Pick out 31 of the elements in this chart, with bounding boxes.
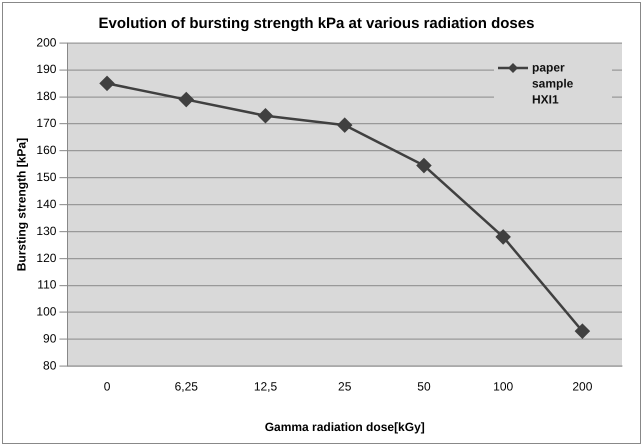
x-axis-title: Gamma radiation dose[kGy] — [264, 420, 425, 434]
legend-label: paper sample HXI1 — [532, 60, 574, 106]
y-tick-label: 180 — [36, 89, 57, 104]
point — [496, 230, 510, 244]
y-tick-label: 110 — [37, 278, 57, 292]
point — [416, 158, 432, 173]
point — [179, 92, 194, 107]
y-tick-label: 140 — [36, 196, 57, 211]
x-tick-label: 6,25 — [174, 380, 198, 394]
y-tick-label: 80 — [43, 358, 57, 373]
x-tick-label: 100 — [493, 380, 514, 394]
x-tick-label: 12,5 — [254, 380, 278, 394]
point — [100, 76, 114, 91]
x-tick-label: 0 — [104, 380, 111, 394]
x-tick-label: 50 — [417, 380, 431, 394]
x-tick-label: 200 — [572, 380, 593, 394]
y-tick-label: 90 — [43, 332, 57, 346]
y-tick-label: 200 — [36, 35, 57, 50]
point — [258, 108, 273, 123]
point — [575, 324, 590, 338]
x-tick-label: 25 — [338, 380, 352, 394]
chart-title: Evolution of bursting strength kPa at various radiation doses — [98, 15, 534, 32]
y-axis-title: Bursting strength [kPa] — [14, 138, 29, 272]
y-tick-label: 170 — [36, 116, 57, 130]
y-tick-label: 120 — [36, 250, 57, 265]
y-tick-label: 100 — [36, 304, 57, 319]
y-tick-label: 150 — [36, 170, 57, 184]
y-tick-label: 190 — [36, 62, 57, 76]
y-tick-label: 160 — [36, 143, 57, 158]
point — [337, 118, 352, 132]
y-tick-label: 130 — [36, 224, 57, 238]
